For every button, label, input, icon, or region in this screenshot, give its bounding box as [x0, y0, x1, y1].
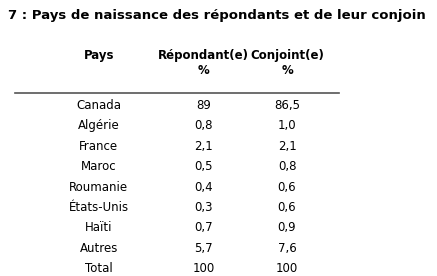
Text: Répondant(e)
%: Répondant(e) % [158, 49, 249, 77]
Text: 7 : Pays de naissance des répondants et de leur conjoin: 7 : Pays de naissance des répondants et … [8, 9, 426, 22]
Text: Autres: Autres [80, 242, 118, 255]
Text: 5,7: 5,7 [194, 242, 213, 255]
Text: 100: 100 [192, 262, 215, 275]
Text: 2,1: 2,1 [194, 140, 213, 153]
Text: 0,8: 0,8 [278, 160, 296, 173]
Text: 0,5: 0,5 [194, 160, 213, 173]
Text: 1,0: 1,0 [278, 120, 296, 132]
Text: Conjoint(e)
%: Conjoint(e) % [250, 49, 324, 77]
Text: 2,1: 2,1 [277, 140, 296, 153]
Text: 86,5: 86,5 [274, 99, 300, 112]
Text: 0,9: 0,9 [278, 221, 296, 234]
Text: 100: 100 [276, 262, 298, 275]
Text: Canada: Canada [76, 99, 121, 112]
Text: 7,6: 7,6 [277, 242, 296, 255]
Text: 0,4: 0,4 [194, 181, 213, 193]
Text: 0,3: 0,3 [194, 201, 213, 214]
Text: Roumanie: Roumanie [69, 181, 128, 193]
Text: 0,6: 0,6 [278, 201, 296, 214]
Text: 89: 89 [196, 99, 211, 112]
Text: Maroc: Maroc [81, 160, 117, 173]
Text: Haïti: Haïti [85, 221, 113, 234]
Text: Pays: Pays [83, 49, 114, 62]
Text: Total: Total [85, 262, 113, 275]
Text: 0,8: 0,8 [194, 120, 213, 132]
Text: 0,7: 0,7 [194, 221, 213, 234]
Text: Algérie: Algérie [78, 120, 120, 132]
Text: 0,6: 0,6 [278, 181, 296, 193]
Text: États-Unis: États-Unis [69, 201, 129, 214]
Text: France: France [80, 140, 118, 153]
